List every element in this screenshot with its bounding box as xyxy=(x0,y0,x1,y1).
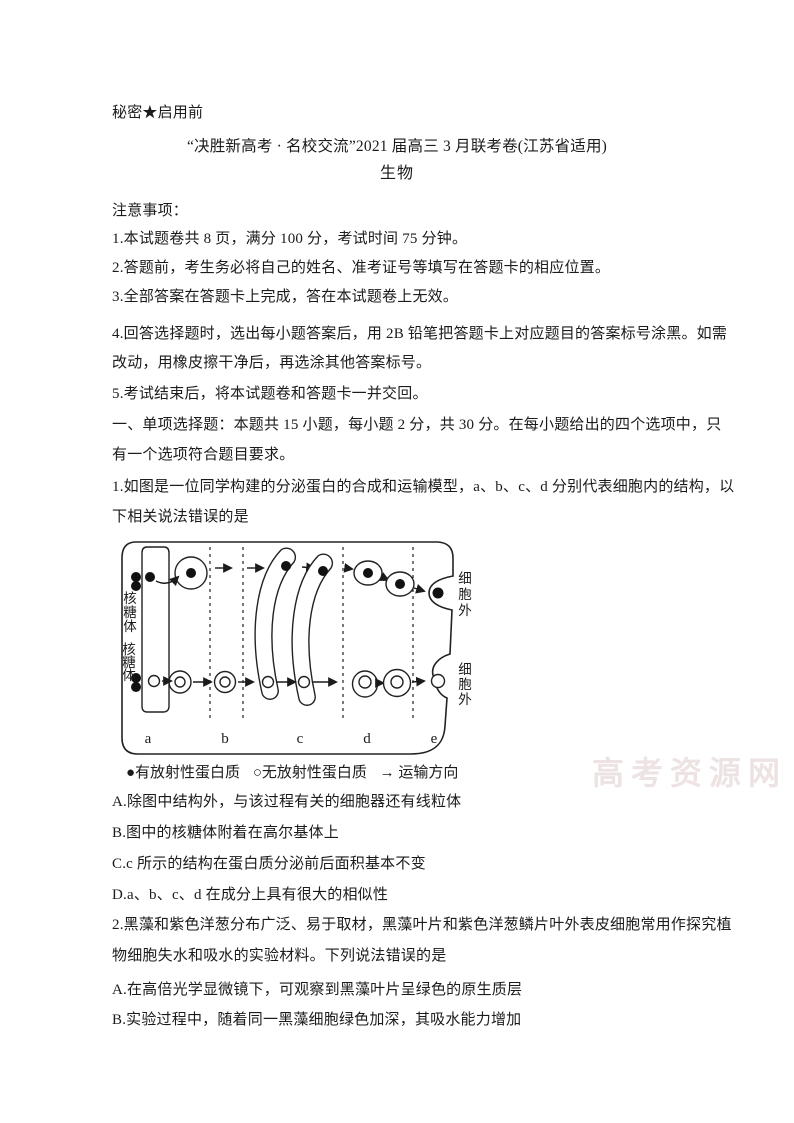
golgi-cisternae xyxy=(247,547,338,706)
transport-vesicle-b xyxy=(213,563,255,694)
legend-radioactive: ●有放射性蛋白质 xyxy=(126,765,241,781)
radioactive-protein-dot xyxy=(395,579,405,589)
nonradioactive-protein-circle xyxy=(261,675,275,689)
extracellular-label-bottom: 外 xyxy=(458,692,472,707)
watermark: 高考资源网 xyxy=(592,755,788,791)
section-heading-line1: 一、单项选择题：本题共 15 小题，每小题 2 分，共 30 分。在每小题给出的… xyxy=(112,417,722,433)
notice-item-2: 2.答题前，考生务必将自己的姓名、准考证号等填写在答题卡的相应位置。 xyxy=(112,260,611,276)
secretory-protein-model-figure: 核 糖 体 核 糖 体 xyxy=(121,541,472,755)
section-label-a: a xyxy=(145,731,152,747)
nonradioactive-protein-circle xyxy=(358,675,372,689)
paper-title: “决胜新高考 · 名校交流”2021 届高三 3 月联考卷(江苏省适用) xyxy=(186,138,608,155)
nonradioactive-protein-circle xyxy=(147,674,161,688)
secretory-vesicles-d xyxy=(343,560,426,698)
question2-stem-line2: 物细胞失水和吸水的实验材料。下列说法错误的是 xyxy=(112,948,447,964)
nonradioactive-protein-circle xyxy=(430,673,446,689)
golgi-cisterna-1 xyxy=(254,547,297,700)
radioactive-protein-dot xyxy=(432,587,444,599)
er-body xyxy=(141,546,170,713)
question1-option-b: B.图中的核糖体附着在高尔基体上 xyxy=(112,825,339,841)
ribosome-label-bottom: 糖 xyxy=(122,655,136,670)
question1-option-a: A.除图中结构外，与该过程有关的细胞器还有线粒体 xyxy=(112,794,462,810)
section-label-c: c xyxy=(297,731,304,747)
nonradioactive-protein-circle xyxy=(219,676,231,688)
extracellular-label-bottom: 胞 xyxy=(458,677,472,692)
golgi-cisterna-2 xyxy=(291,553,334,706)
question1-option-c: C.c 所示的结构在蛋白质分泌前后面积基本不变 xyxy=(112,856,426,872)
radioactive-protein-dot xyxy=(318,566,328,576)
notice-item-1: 1.本试题卷共 8 页，满分 100 分，考试时间 75 分钟。 xyxy=(112,231,468,247)
figure-legend: ●有放射性蛋白质 ○无放射性蛋白质 → 运输方向 xyxy=(126,761,458,782)
question2-option-b: B.实验过程中，随着同一黑藻细胞绿色加深，其吸水能力增加 xyxy=(112,1012,522,1028)
radioactive-protein-dot xyxy=(363,568,373,578)
transport-arrow xyxy=(155,575,180,587)
question2-stem-line1: 2.黑藻和紫色洋葱分布广泛、易于取材，黑藻叶片和紫色洋葱鳞片叶外表皮细胞常用作探… xyxy=(112,917,732,933)
extracellular-label-top: 外 xyxy=(458,603,472,618)
security-note: 秘密★启用前 xyxy=(112,105,204,121)
legend-nonradioactive: ○无放射性蛋白质 xyxy=(252,765,367,781)
extracellular-label-bottom: 细 xyxy=(458,662,472,677)
transport-arrow xyxy=(343,563,354,573)
notice-item-5: 5.考试结束后，将本试题卷和答题卡一并交回。 xyxy=(112,386,428,402)
nonradioactive-protein-circle xyxy=(297,675,311,689)
question1-stem-line2: 下相关说法错误的是 xyxy=(112,509,249,525)
extracellular-label-top: 胞 xyxy=(458,587,472,602)
question1-stem-line1: 1.如图是一位同学构建的分泌蛋白的合成和运输模型，a、b、c、d 分别代表细胞内… xyxy=(112,479,735,495)
notice-item-4-line1: 4.回答选择题时，选出每小题答案后，用 2B 铅笔把答题卡上对应题目的答案标号涂… xyxy=(112,326,728,342)
question1-option-d: D.a、b、c、d 在成分上具有很大的相似性 xyxy=(112,887,389,903)
radioactive-protein-dot xyxy=(145,572,155,582)
exocytosis-e xyxy=(430,587,446,689)
ribosome-dots xyxy=(131,572,141,692)
notice-item-3: 3.全部答案在答题卡上完成，答在本试题卷上无效。 xyxy=(112,289,459,305)
radioactive-protein-dot xyxy=(281,561,291,571)
subject-title: 生物 xyxy=(379,165,414,182)
notice-item-4-line2: 改动，用橡皮擦干净后，再选涂其他答案标号。 xyxy=(112,355,432,371)
section-label-e: e xyxy=(431,731,438,747)
cell-membrane xyxy=(121,541,454,755)
transport-arrow xyxy=(413,584,426,594)
ribosome-label-top: 体 xyxy=(123,619,137,634)
nonradioactive-protein-circle xyxy=(390,675,404,689)
extracellular-label-top: 细 xyxy=(458,571,472,586)
legend-direction: → 运输方向 xyxy=(379,765,459,781)
notice-heading: 注意事项： xyxy=(112,203,189,219)
section-label-d: d xyxy=(363,731,371,747)
section-dividers xyxy=(209,547,414,721)
ribosome-label-bottom: 体 xyxy=(122,668,136,683)
ribosome-label-top: 核 xyxy=(123,591,137,606)
question2-option-a: A.在高倍光学显微镜下，可观察到黑藻叶片呈绿色的原生质层 xyxy=(112,982,523,998)
radioactive-protein-dot xyxy=(186,568,196,578)
nonradioactive-protein-circle xyxy=(174,676,186,688)
transport-arrow xyxy=(411,676,426,687)
er-structure: 核 糖 体 核 糖 体 xyxy=(122,546,213,713)
ribosome-label-top: 糖 xyxy=(123,605,137,620)
section-heading-line2: 有一个选项符合题目要求。 xyxy=(112,447,295,463)
section-label-b: b xyxy=(221,731,229,747)
ribosome-label-bottom: 核 xyxy=(122,642,136,657)
